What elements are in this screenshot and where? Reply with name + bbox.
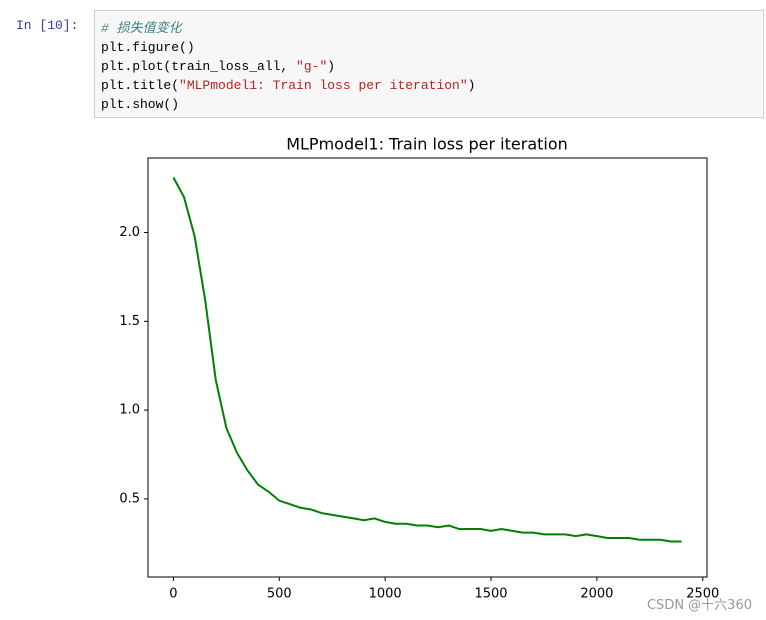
code-token: plt.title( <box>101 78 180 93</box>
loss-line <box>172 177 682 543</box>
code-cell[interactable]: # 损失值变化 plt.figure() plt.plot(train_loss_a… <box>94 10 764 118</box>
code-token: # 损失值变化 <box>101 21 182 36</box>
code-line: plt.figure() <box>101 38 757 57</box>
y-tick-label: 1.5 <box>119 314 140 329</box>
code-token: plt.show() <box>101 97 180 112</box>
x-tick-label: 1500 <box>474 587 507 602</box>
x-tick-label: 0 <box>169 587 177 602</box>
x-tick-label: 2000 <box>580 587 613 602</box>
code-token: "MLPmodel1: Train loss per iteration" <box>179 78 468 93</box>
code-token: ) <box>467 78 476 93</box>
code-line: # 损失值变化 <box>101 19 757 38</box>
cell-prompt: In [10]: <box>16 18 79 33</box>
code-token: plt.plot(train_loss_all, <box>101 59 297 74</box>
plot-frame <box>147 157 708 578</box>
x-tick-label: 500 <box>267 587 292 602</box>
code-line: plt.title("MLPmodel1: Train loss per ite… <box>101 76 757 95</box>
y-tick-label: 1.0 <box>119 403 140 418</box>
code-line: plt.show() <box>101 95 757 114</box>
code-line: plt.plot(train_loss_all, "g-") <box>101 57 757 76</box>
code-token: "g-" <box>296 59 328 74</box>
chart-title: MLPmodel1: Train loss per iteration <box>286 135 568 154</box>
code-token: plt.figure() <box>101 40 195 55</box>
x-tick-label: 1000 <box>369 587 402 602</box>
code-token: ) <box>327 59 336 74</box>
watermark: CSDN @十六360 <box>646 598 752 613</box>
y-tick-label: 0.5 <box>119 491 140 506</box>
x-tick-label: 2500 <box>686 587 719 602</box>
y-tick-label: 2.0 <box>119 225 140 240</box>
